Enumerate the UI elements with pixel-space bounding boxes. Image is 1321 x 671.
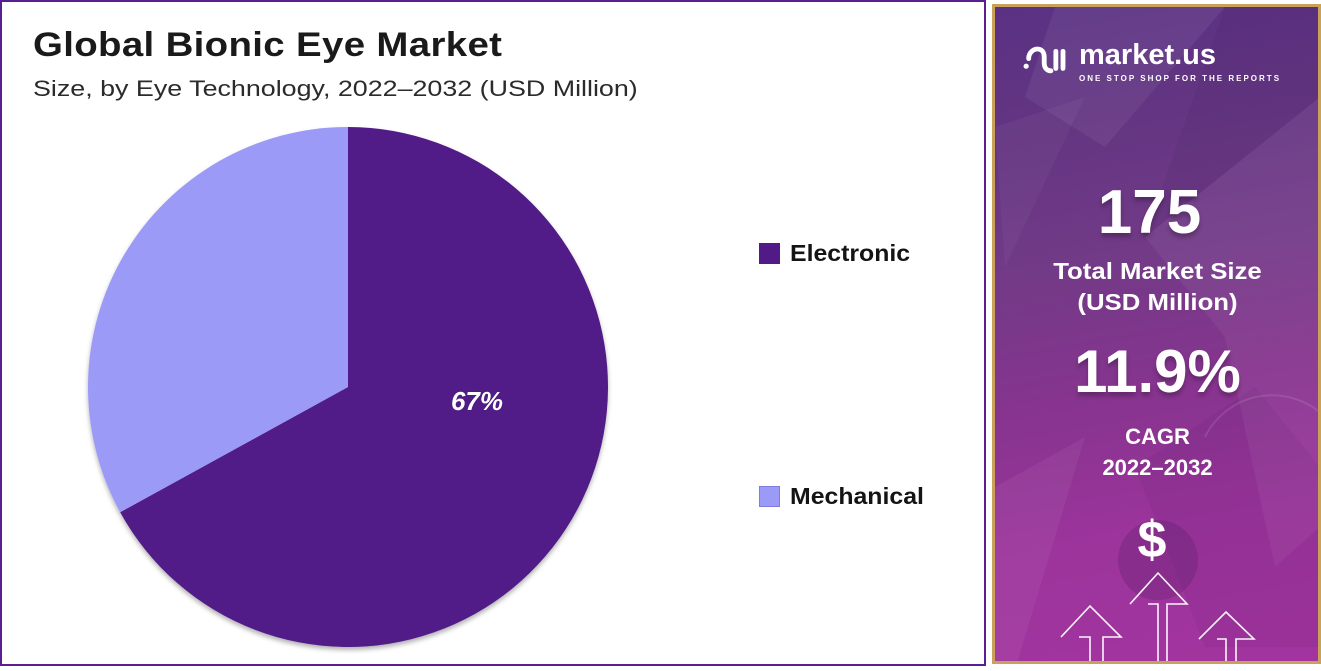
svg-text:$: $ — [1138, 511, 1167, 569]
svg-text:67%: 67% — [450, 386, 502, 416]
